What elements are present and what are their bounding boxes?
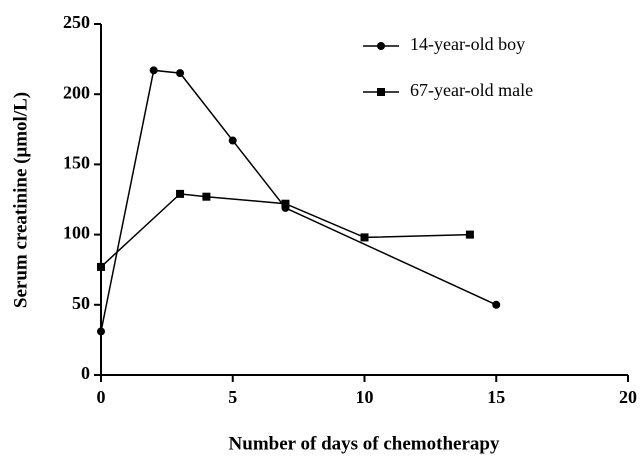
x-tick-label: 5	[228, 387, 237, 407]
y-tick-label: 200	[63, 82, 90, 102]
y-tick-label: 50	[72, 293, 90, 313]
data-point	[97, 327, 105, 336]
x-tick-label: 15	[487, 387, 505, 407]
legend-label: 67-year-old male	[410, 80, 533, 100]
legend-label: 14-year-old boy	[410, 34, 525, 54]
legend-marker	[377, 42, 385, 50]
legend-marker	[377, 88, 385, 96]
data-point	[228, 136, 237, 145]
data-point	[360, 233, 369, 242]
y-axis-label: Serum creatinine (μmol/L)	[10, 92, 31, 308]
series-line	[100, 69, 497, 332]
y-tick-label: 100	[63, 223, 90, 243]
y-tick-label: 0	[81, 363, 90, 383]
data-point	[149, 66, 158, 75]
data-point	[202, 192, 211, 201]
x-axis-label: Number of days of chemotherapy	[229, 433, 500, 454]
x-tick-label: 10	[356, 387, 374, 407]
x-tick-label: 20	[619, 387, 637, 407]
data-point	[176, 189, 185, 198]
data-point	[97, 262, 105, 271]
data-point	[281, 199, 290, 208]
data-point	[492, 300, 501, 309]
y-tick-label: 250	[63, 12, 90, 32]
data-point	[176, 69, 185, 78]
data-point	[465, 230, 474, 239]
series-line	[100, 193, 470, 268]
y-tick-label: 150	[63, 153, 90, 173]
x-tick-label: 0	[97, 387, 106, 407]
